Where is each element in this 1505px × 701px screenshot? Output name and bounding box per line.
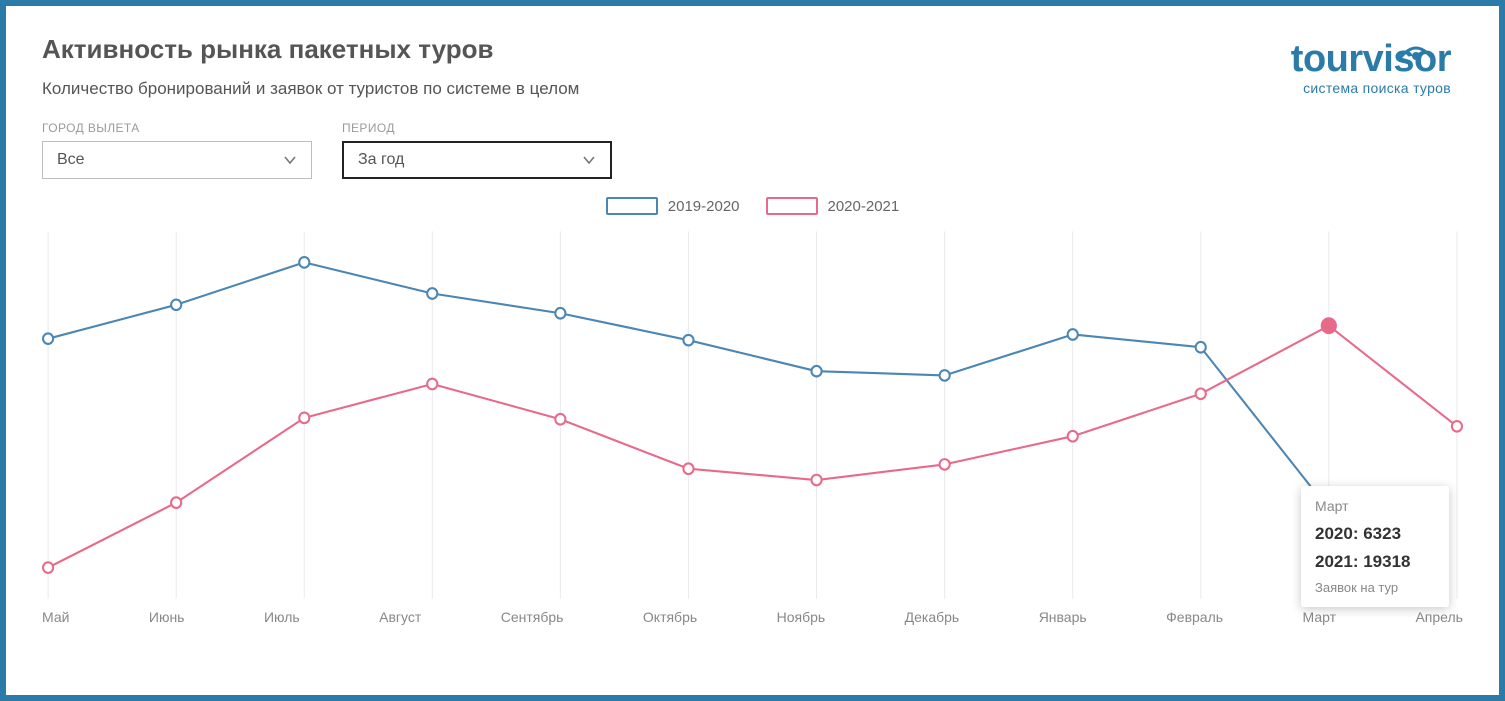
- x-tick-label: Март: [1303, 609, 1337, 625]
- filter-city: ГОРОД ВЫЛЕТА Все: [42, 121, 312, 179]
- tooltip-line-0: 2020: 6323: [1315, 524, 1435, 544]
- logo-tagline: система поиска туров: [1291, 80, 1451, 96]
- x-tick-label: Май: [42, 609, 69, 625]
- page-subtitle: Количество бронирований и заявок от тури…: [42, 79, 1463, 99]
- chart-tooltip: Март 2020: 6323 2021: 19318 Заявок на ту…: [1301, 486, 1449, 607]
- period-select[interactable]: За год: [342, 141, 612, 179]
- x-tick-label: Ноябрь: [777, 609, 826, 625]
- filter-bar: ГОРОД ВЫЛЕТА Все ПЕРИОД За год: [42, 121, 1463, 179]
- tooltip-footer: Заявок на тур: [1315, 580, 1435, 595]
- x-tick-label: Октябрь: [643, 609, 697, 625]
- filter-period-label: ПЕРИОД: [342, 121, 612, 135]
- x-tick-label: Июнь: [149, 609, 185, 625]
- legend-item-0[interactable]: 2019-2020: [606, 197, 740, 215]
- legend-item-1[interactable]: 2020-2021: [766, 197, 900, 215]
- logo-eye-icon: [1399, 30, 1433, 68]
- brand-logo: tourvisor система поиска туров: [1291, 40, 1451, 96]
- page-title: Активность рынка пакетных туров: [42, 34, 1463, 65]
- filter-city-label: ГОРОД ВЫЛЕТА: [42, 121, 312, 135]
- chevron-down-icon: [582, 153, 596, 167]
- x-tick-label: Август: [379, 609, 421, 625]
- logo-text: tourvisor: [1291, 40, 1451, 78]
- period-select-value: За год: [358, 151, 404, 169]
- x-tick-label: Январь: [1039, 609, 1087, 625]
- chart-plot: [42, 225, 1463, 605]
- filter-period: ПЕРИОД За год: [342, 121, 612, 179]
- x-tick-label: Сентябрь: [501, 609, 564, 625]
- tooltip-title: Март: [1315, 498, 1435, 514]
- legend-label-0: 2019-2020: [668, 198, 740, 215]
- legend-label-1: 2020-2021: [828, 198, 900, 215]
- city-select[interactable]: Все: [42, 141, 312, 179]
- x-tick-label: Декабрь: [905, 609, 960, 625]
- x-tick-label: Апрель: [1415, 609, 1463, 625]
- chart-legend: 2019-2020 2020-2021: [42, 197, 1463, 215]
- tooltip-line-1: 2021: 19318: [1315, 552, 1435, 572]
- chevron-down-icon: [283, 153, 297, 167]
- legend-swatch-1: [766, 197, 818, 215]
- dashboard-frame: tourvisor система поиска туров Активност…: [0, 0, 1505, 701]
- x-axis-labels: Май Июнь Июль Август Сентябрь Октябрь Ноябрь Де…: [42, 605, 1463, 625]
- legend-swatch-0: [606, 197, 658, 215]
- chart-container: 2019-2020 2020-2021 Май Июнь Июль Август Сен…: [42, 197, 1463, 637]
- x-tick-label: Июль: [264, 609, 300, 625]
- x-tick-label: Февраль: [1166, 609, 1223, 625]
- city-select-value: Все: [57, 151, 85, 169]
